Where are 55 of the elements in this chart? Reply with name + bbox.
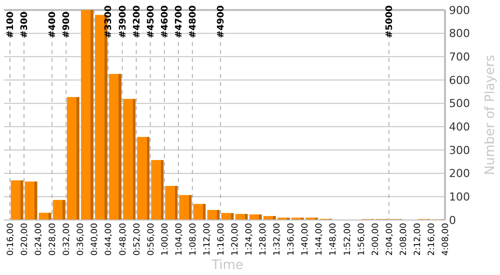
- x-tick-label: 1:28,00: [258, 223, 269, 256]
- x-tick-label: 1:04,00: [174, 223, 184, 256]
- ref-line-label: #3300: [104, 5, 114, 38]
- ref-line-label: #4700: [174, 5, 184, 38]
- y-tick-label: 0: [449, 214, 456, 227]
- ref-line-label: #300: [20, 12, 30, 38]
- x-tick-label: 2:12,00: [412, 223, 423, 256]
- y-tick-label: 500: [449, 97, 470, 110]
- x-tick-label: 1:12,00: [202, 223, 212, 256]
- y-tick-label: 100: [449, 190, 470, 204]
- x-tick-label: 1:00,00: [160, 223, 170, 256]
- x-tick-label: 0:16,00: [6, 223, 16, 256]
- ref-line-label: #4500: [146, 5, 156, 38]
- x-tick-label: 1:08,00: [188, 223, 198, 256]
- x-tick-label: 0:44,00: [104, 223, 114, 256]
- x-tick-label: 1:36,00: [286, 223, 297, 256]
- y-tick-label: 400: [449, 120, 470, 134]
- x-tick-label: 1:40,00: [300, 223, 311, 256]
- x-tick-label: 0:36,00: [76, 223, 86, 256]
- x-tick-label: 0:32,00: [62, 223, 72, 256]
- y-tick-label: 700: [449, 50, 470, 64]
- x-tick-label: 0:20,00: [20, 223, 30, 256]
- ref-line-label: #5000: [384, 5, 395, 38]
- x-tick-label: 1:20,00: [230, 223, 241, 256]
- x-tick-label: 1:24,00: [244, 223, 255, 256]
- x-tick-label: 1:52,00: [342, 223, 353, 256]
- x-tick-label: 2:00,00: [370, 223, 381, 256]
- ref-line-label: #4200: [132, 5, 142, 38]
- ref-line-label: #400: [48, 12, 58, 38]
- x-tick-label: 0:24,00: [34, 223, 44, 256]
- x-tick-label: 0:52,00: [132, 223, 142, 256]
- x-tick-label: 0:28,00: [48, 223, 58, 256]
- x-tick-label: 1:16,00: [216, 223, 226, 256]
- ref-line-label: #3900: [118, 5, 128, 38]
- x-tick-label: 2:16,00: [426, 223, 437, 256]
- x-tick-label: 4:08,00: [441, 223, 451, 256]
- x-tick-label: 1:56,00: [356, 223, 367, 256]
- ref-line-label: #900: [62, 12, 72, 38]
- y-tick-label: 900: [449, 4, 470, 17]
- x-tick-label: 0:48,00: [118, 223, 128, 256]
- ref-line-label: #100: [6, 12, 16, 38]
- x-tick-label: 0:40,00: [90, 223, 100, 256]
- x-tick-label: 0:56,00: [146, 223, 156, 256]
- y-tick-label: 200: [449, 167, 470, 180]
- x-tick-label: 1:32,00: [272, 223, 283, 256]
- x-tick-label: 1:48,00: [328, 223, 339, 256]
- ref-line-label: #4800: [188, 5, 198, 38]
- y-tick-label: 800: [449, 27, 470, 40]
- y-tick-label: 600: [449, 74, 470, 87]
- x-tick-label: 2:08,00: [398, 223, 409, 256]
- x-tick-label: 2:04,00: [384, 223, 395, 256]
- ref-line-label: #4900: [216, 5, 226, 38]
- ref-line-label: #4600: [160, 5, 170, 38]
- x-tick-label: 1:44,00: [314, 223, 325, 256]
- y-tick-label: 300: [449, 144, 470, 157]
